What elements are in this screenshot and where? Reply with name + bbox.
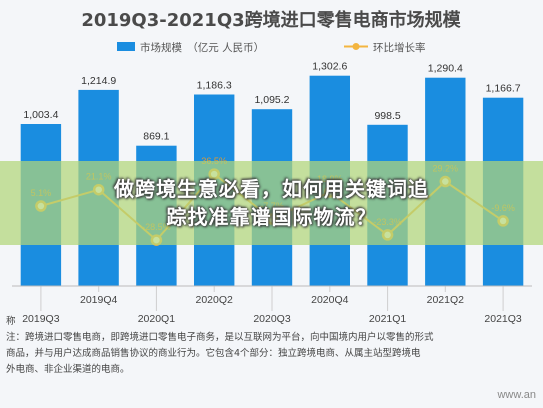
- x-tick-label-2020Q4: 2020Q4: [311, 294, 349, 306]
- bar-value-label-2020Q1: 869.1: [143, 131, 169, 143]
- x-tick-label-2020Q1: 2020Q1: [138, 313, 176, 325]
- x-tick-label-2020Q2: 2020Q2: [196, 294, 234, 306]
- legend-bar-label: 市场规模 （亿元 人民币）: [140, 41, 264, 54]
- legend-line-label: 环比增长率: [373, 41, 426, 54]
- legend-line-marker: [352, 43, 360, 50]
- x-tick-label-2021Q2: 2021Q2: [427, 294, 465, 306]
- x-tick-label-2019Q4: 2019Q4: [80, 294, 118, 306]
- bar-value-label-2021Q3: 1,166.7: [486, 83, 521, 95]
- x-tick-label-2021Q1: 2021Q1: [369, 313, 407, 325]
- chart-title: 2019Q3-2021Q3跨境进口零售电商市场规模: [81, 9, 461, 31]
- footnote-line-1: 注：跨境进口零售电商，即跨境进口零售电子商务，是以互联网为平台，向中国境内用户以…: [6, 331, 434, 343]
- bar-value-label-2021Q2: 1,290.4: [428, 63, 463, 75]
- footnote-line-2: 商品，并与用户达成商品销售协议的商业行为。它包含4个部分：独立跨境电商、从属主站…: [6, 347, 421, 359]
- bar-value-label-2021Q1: 998.5: [374, 110, 400, 122]
- overlay-banner: 做跨境生意必看，如何用关键词追 踪找准靠谱国际物流？: [0, 161, 543, 245]
- x-tick-label-2021Q3: 2021Q3: [484, 313, 522, 325]
- watermark-text: www.an: [496, 389, 536, 401]
- footnote-prefix: 称: [6, 315, 16, 327]
- overlay-headline-line-2: 踪找准靠谱国际物流？: [166, 205, 377, 229]
- footnote-line-3: 外电商、非企业渠道的电商。: [6, 363, 130, 375]
- footnote: 注：跨境进口零售电商，即跨境进口零售电子商务，是以互联网为平台，向中国境内用户以…: [6, 315, 434, 375]
- bar-value-label-2019Q4: 1,214.9: [81, 75, 116, 87]
- bar-value-label-2020Q2: 1,186.3: [197, 80, 232, 92]
- legend-bar-swatch: [117, 42, 135, 51]
- x-tick-label-2019Q3: 2019Q3: [22, 313, 60, 325]
- bar-value-label-2020Q4: 1,302.6: [312, 61, 347, 73]
- bar-labels-layer: 1,003.4 1,214.9 869.1 1,186.3 1,095.2 1,302.6…: [23, 61, 520, 143]
- overlay-headline-line-1: 做跨境生意必看，如何用关键词追: [114, 177, 429, 201]
- x-tick-label-2020Q3: 2020Q3: [253, 313, 291, 325]
- x-axis-ticks: 2019Q3 2019Q4 2020Q1 2020Q2 2020Q3 2020Q4 2021…: [22, 286, 522, 325]
- bar-value-label-2019Q3: 1,003.4: [23, 109, 58, 121]
- legend: 市场规模 （亿元 人民币） 环比增长率: [117, 41, 426, 54]
- bar-value-label-2020Q3: 1,095.2: [254, 94, 289, 106]
